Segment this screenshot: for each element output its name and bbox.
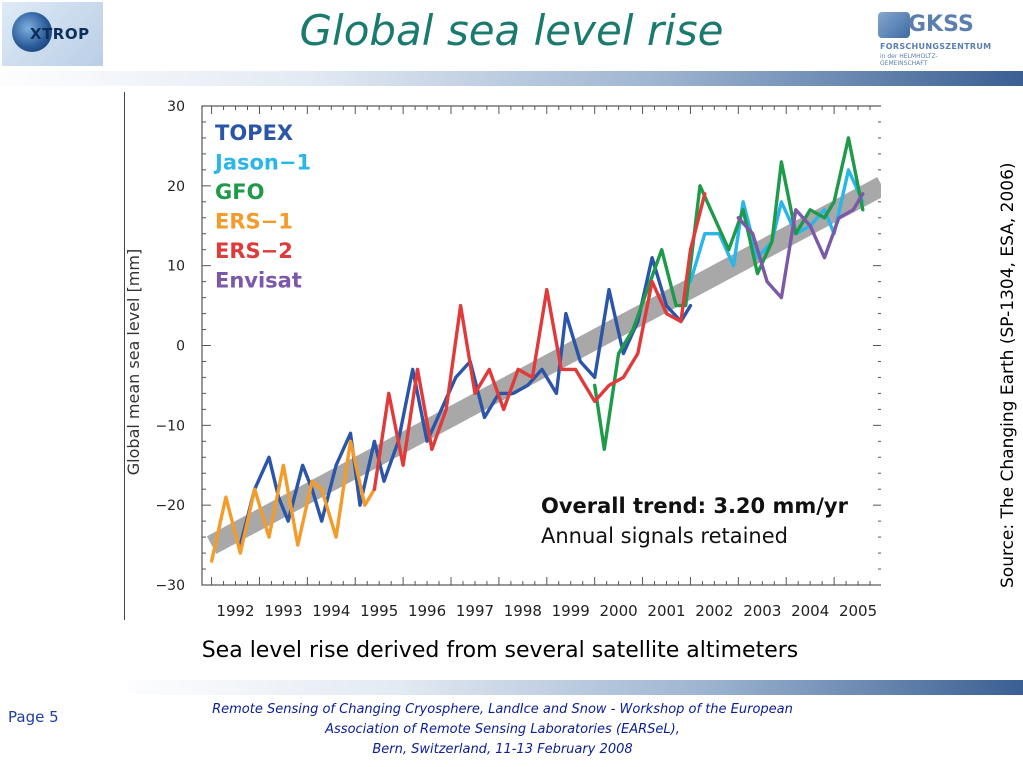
series-line-ers-2 — [372, 192, 707, 491]
x-tick-label: 2000 — [600, 602, 638, 620]
gkss-subtitle: FORSCHUNGSZENTRUM — [880, 42, 992, 51]
legend-entry: ERS−1 — [215, 210, 293, 234]
header-divider-bar — [0, 71, 1023, 86]
footer-line-1: Remote Sensing of Changing Cryosphere, L… — [212, 702, 793, 717]
x-tick-label: 1995 — [360, 602, 398, 620]
x-tick-label: 2005 — [839, 602, 877, 620]
series-line-envisat — [736, 192, 865, 300]
gkss-mark-icon — [878, 12, 910, 38]
legend-entry: TOPEX — [215, 121, 293, 145]
x-tick-label: 1993 — [264, 602, 302, 620]
y-tick-label: 10 — [167, 259, 185, 275]
legend-entry: Jason−1 — [213, 151, 311, 175]
sea-level-chart: Global mean sea level [mm] 1992 1993 1994 1… — [124, 99, 887, 620]
legend-entry: GFO — [215, 180, 264, 204]
footer-line-3: Bern, Switzerland, 11-13 February 2008 — [372, 742, 633, 757]
figure-caption: Sea level rise derived from several sate… — [201, 638, 799, 663]
footer-text: Remote Sensing of Changing Cryosphere, L… — [150, 700, 855, 760]
x-tick-label: 1994 — [312, 602, 350, 620]
footer-line-2: Association of Remote Sensing Laboratori… — [325, 722, 680, 737]
y-tick-label: 30 — [167, 99, 185, 115]
globe-icon — [12, 12, 52, 52]
x-tick-label: 1996 — [408, 602, 446, 620]
series-line-ers-1 — [209, 439, 377, 563]
chart-container: Global mean sea level [mm] 1992 1993 1994 1… — [124, 92, 887, 620]
footer-divider-bar — [128, 680, 1023, 695]
page-number: Page 5 — [8, 708, 59, 726]
y-tick-label: −30 — [155, 578, 185, 594]
trend-annotation: Overall trend: 3.20 mm/yr — [541, 494, 849, 518]
page-title: Global sea level rise — [299, 6, 724, 55]
x-tick-label: 2001 — [647, 602, 685, 620]
extrop-logo: XTROP — [2, 2, 103, 66]
gkss-logo: GKSS FORSCHUNGSZENTRUM in der HELMHOLTZ-… — [878, 12, 991, 67]
extrop-logo-text: XTROP — [30, 25, 90, 43]
source-note: Source: The Changing Earth (SP-1304, ESA… — [998, 162, 1018, 588]
annual-signal-annotation: Annual signals retained — [541, 524, 788, 548]
x-tick-label: 2002 — [695, 602, 733, 620]
gkss-name: GKSS — [908, 12, 974, 37]
series-line-gfo — [593, 136, 865, 451]
y-tick-label: −20 — [155, 498, 185, 514]
series-line-jason-1 — [688, 168, 865, 284]
x-tick-label: 1997 — [456, 602, 494, 620]
y-axis-label: Global mean sea level [mm] — [125, 249, 143, 475]
series-line-topex — [238, 256, 693, 547]
gkss-subtitle-2: in der HELMHOLTZ-GEMEINSCHAFT — [880, 53, 938, 67]
x-tick-label: 2003 — [743, 602, 781, 620]
x-tick-label: 1992 — [216, 602, 254, 620]
legend-entry: ERS−2 — [215, 239, 293, 263]
legend-entry: Envisat — [215, 269, 302, 293]
y-tick-label: 20 — [167, 179, 185, 195]
x-tick-label: 2004 — [791, 602, 829, 620]
x-tick-label: 1998 — [504, 602, 542, 620]
x-tick-label: 1999 — [552, 602, 590, 620]
y-tick-label: −10 — [155, 418, 185, 434]
y-tick-label: 0 — [176, 339, 185, 355]
